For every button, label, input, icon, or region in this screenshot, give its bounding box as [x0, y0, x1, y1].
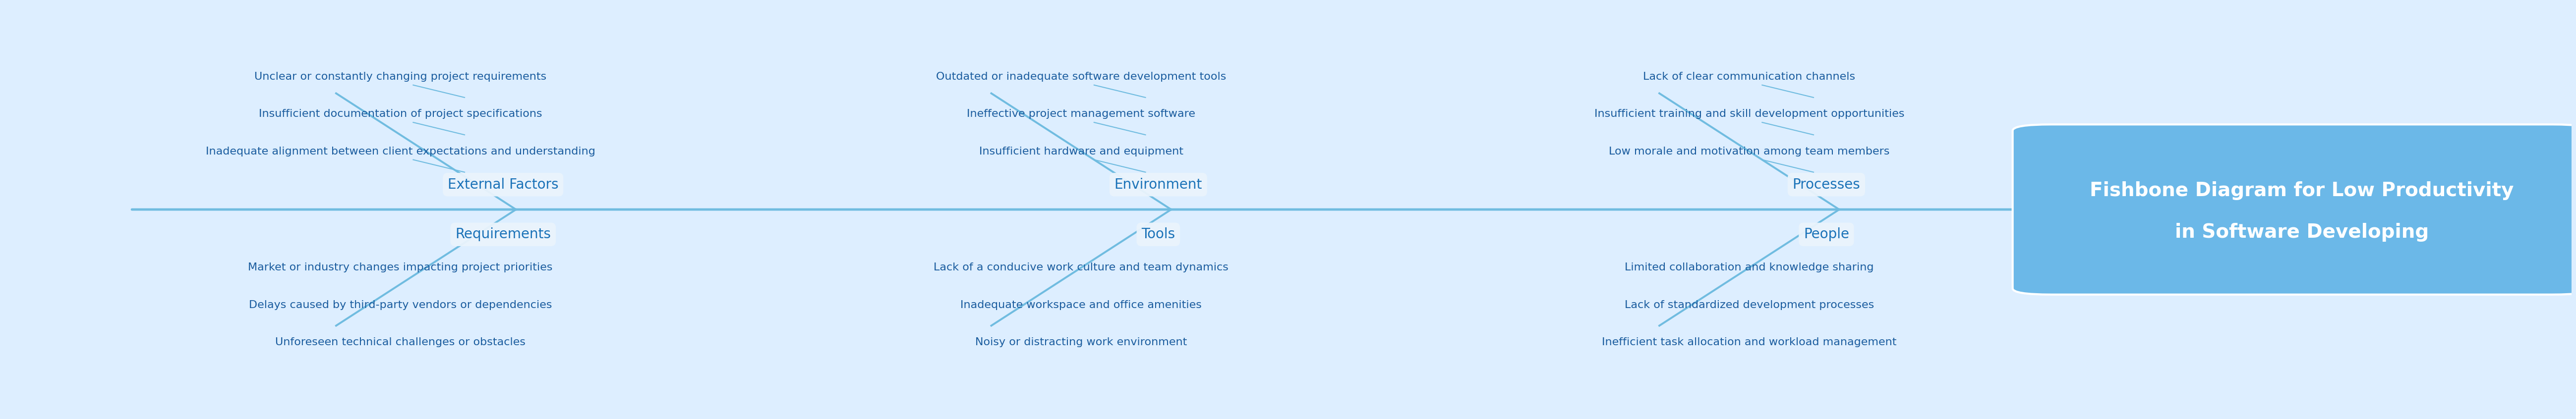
Text: Delays caused by third-party vendors or dependencies: Delays caused by third-party vendors or … [250, 300, 551, 310]
Text: Inefficient task allocation and workload management: Inefficient task allocation and workload… [1602, 337, 1896, 347]
Text: Market or industry changes impacting project priorities: Market or industry changes impacting pro… [247, 263, 554, 272]
Text: Requirements: Requirements [456, 228, 551, 241]
Text: Low morale and motivation among team members: Low morale and motivation among team mem… [1610, 147, 1891, 156]
Text: Unclear or constantly changing project requirements: Unclear or constantly changing project r… [255, 72, 546, 82]
Text: Ineffective project management software: Ineffective project management software [966, 109, 1195, 119]
Text: Inadequate workspace and office amenities: Inadequate workspace and office amenitie… [961, 300, 1203, 310]
Text: Lack of a conducive work culture and team dynamics: Lack of a conducive work culture and tea… [933, 263, 1229, 272]
Text: Outdated or inadequate software development tools: Outdated or inadequate software developm… [935, 72, 1226, 82]
Text: Insufficient hardware and equipment: Insufficient hardware and equipment [979, 147, 1182, 156]
Text: Unforeseen technical challenges or obstacles: Unforeseen technical challenges or obsta… [276, 337, 526, 347]
Text: Noisy or distracting work environment: Noisy or distracting work environment [976, 337, 1188, 347]
Text: Tools: Tools [1141, 228, 1175, 241]
Text: Insufficient documentation of project specifications: Insufficient documentation of project sp… [258, 109, 541, 119]
Text: in Software Developing: in Software Developing [2174, 223, 2429, 242]
Text: Limited collaboration and knowledge sharing: Limited collaboration and knowledge shar… [1625, 263, 1873, 272]
Text: Processes: Processes [1793, 178, 1860, 191]
Text: People: People [1803, 228, 1850, 241]
Text: Environment: Environment [1115, 178, 1203, 191]
Text: Inadequate alignment between client expectations and understanding: Inadequate alignment between client expe… [206, 147, 595, 156]
Text: Lack of standardized development processes: Lack of standardized development process… [1625, 300, 1873, 310]
Text: Fishbone Diagram for Low Productivity: Fishbone Diagram for Low Productivity [2089, 181, 2514, 200]
FancyBboxPatch shape [2012, 124, 2576, 295]
Text: Insufficient training and skill development opportunities: Insufficient training and skill developm… [1595, 109, 1904, 119]
Text: Lack of clear communication channels: Lack of clear communication channels [1643, 72, 1855, 82]
Text: External Factors: External Factors [448, 178, 559, 191]
